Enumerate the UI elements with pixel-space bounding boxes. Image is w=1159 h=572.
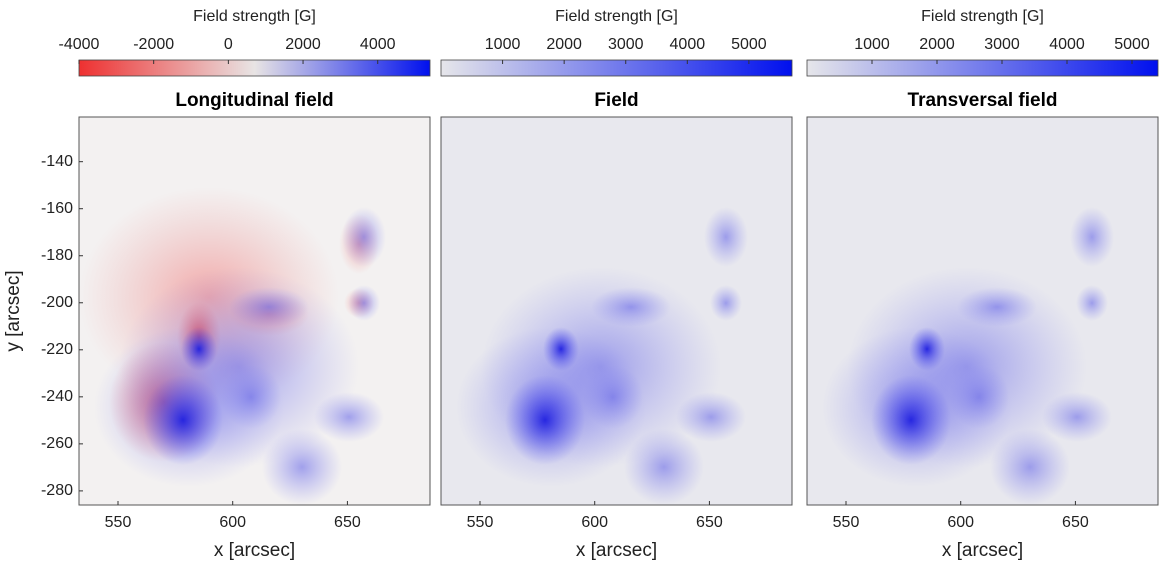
colorbar-tick-label: 4000 bbox=[360, 36, 396, 53]
colorbar bbox=[440, 59, 793, 77]
y-tick-label: -260 bbox=[41, 435, 73, 452]
x-tick-label: 550 bbox=[833, 514, 860, 531]
colorbar bbox=[78, 59, 431, 77]
panel-title: Field bbox=[594, 90, 638, 111]
y-tick-label: -200 bbox=[41, 294, 73, 311]
colorbar-tick-label: 0 bbox=[224, 36, 233, 53]
y-tick-label: -280 bbox=[41, 482, 73, 499]
x-tick-label: 600 bbox=[219, 514, 246, 531]
x-tick-label: 550 bbox=[467, 514, 494, 531]
panel-frame bbox=[78, 116, 431, 506]
x-axis-label: x [arcsec] bbox=[942, 540, 1023, 561]
y-tick-label: -160 bbox=[41, 200, 73, 217]
colorbar-tick-label: 2000 bbox=[546, 36, 582, 53]
y-tick-label: -140 bbox=[41, 153, 73, 170]
y-tick-label: -180 bbox=[41, 247, 73, 264]
y-axis-label: y [arcsec] bbox=[3, 270, 24, 351]
colorbar-tick-label: 5000 bbox=[731, 36, 767, 53]
y-tick-label: -240 bbox=[41, 388, 73, 405]
colorbar-label: Field strength [G] bbox=[921, 8, 1044, 25]
colorbar-tick-label: 2000 bbox=[285, 36, 321, 53]
colorbar-label: Field strength [G] bbox=[555, 8, 678, 25]
x-tick-label: 600 bbox=[581, 514, 608, 531]
colorbar-tick-label: -4000 bbox=[59, 36, 100, 53]
colorbar-tick-label: 5000 bbox=[1114, 36, 1150, 53]
colorbar-tick-label: 4000 bbox=[670, 36, 706, 53]
panel-frame bbox=[440, 116, 793, 506]
x-axis-label: x [arcsec] bbox=[576, 540, 657, 561]
colorbar-tick-label: 4000 bbox=[1049, 36, 1085, 53]
panel-title: Longitudinal field bbox=[175, 90, 333, 111]
colorbar-tick-label: 1000 bbox=[854, 36, 890, 53]
x-tick-label: 550 bbox=[105, 514, 132, 531]
colorbar-label: Field strength [G] bbox=[193, 8, 316, 25]
colorbar-tick-label: 3000 bbox=[984, 36, 1020, 53]
x-axis-label: x [arcsec] bbox=[214, 540, 295, 561]
panel-frame bbox=[806, 116, 1159, 506]
x-tick-label: 650 bbox=[1062, 514, 1089, 531]
colorbar-tick-label: 2000 bbox=[919, 36, 955, 53]
y-tick-label: -220 bbox=[41, 341, 73, 358]
x-tick-label: 650 bbox=[696, 514, 723, 531]
x-tick-label: 600 bbox=[947, 514, 974, 531]
colorbar-tick-label: 1000 bbox=[485, 36, 521, 53]
x-tick-label: 650 bbox=[334, 514, 361, 531]
panel-title: Transversal field bbox=[908, 90, 1058, 111]
colorbar bbox=[806, 59, 1159, 77]
colorbar-tick-label: 3000 bbox=[608, 36, 644, 53]
colorbar-tick-label: -2000 bbox=[133, 36, 174, 53]
